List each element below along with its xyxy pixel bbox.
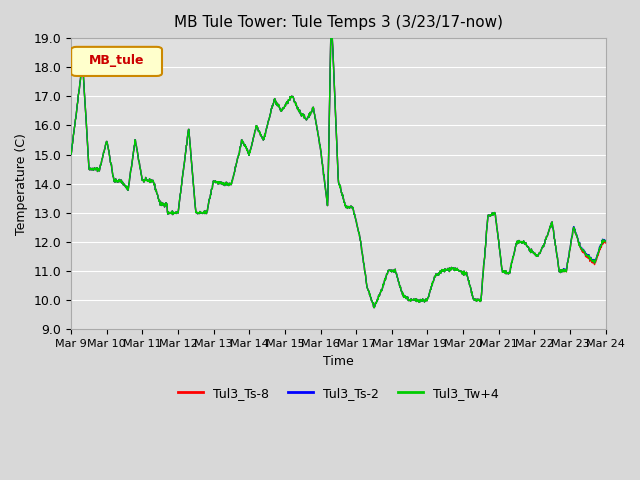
FancyBboxPatch shape	[71, 47, 162, 76]
Title: MB Tule Tower: Tule Temps 3 (3/23/17-now): MB Tule Tower: Tule Temps 3 (3/23/17-now…	[174, 15, 503, 30]
X-axis label: Time: Time	[323, 355, 354, 368]
Legend: Tul3_Ts-8, Tul3_Ts-2, Tul3_Tw+4: Tul3_Ts-8, Tul3_Ts-2, Tul3_Tw+4	[173, 382, 504, 405]
Y-axis label: Temperature (C): Temperature (C)	[15, 133, 28, 235]
Text: MB_tule: MB_tule	[89, 54, 145, 67]
